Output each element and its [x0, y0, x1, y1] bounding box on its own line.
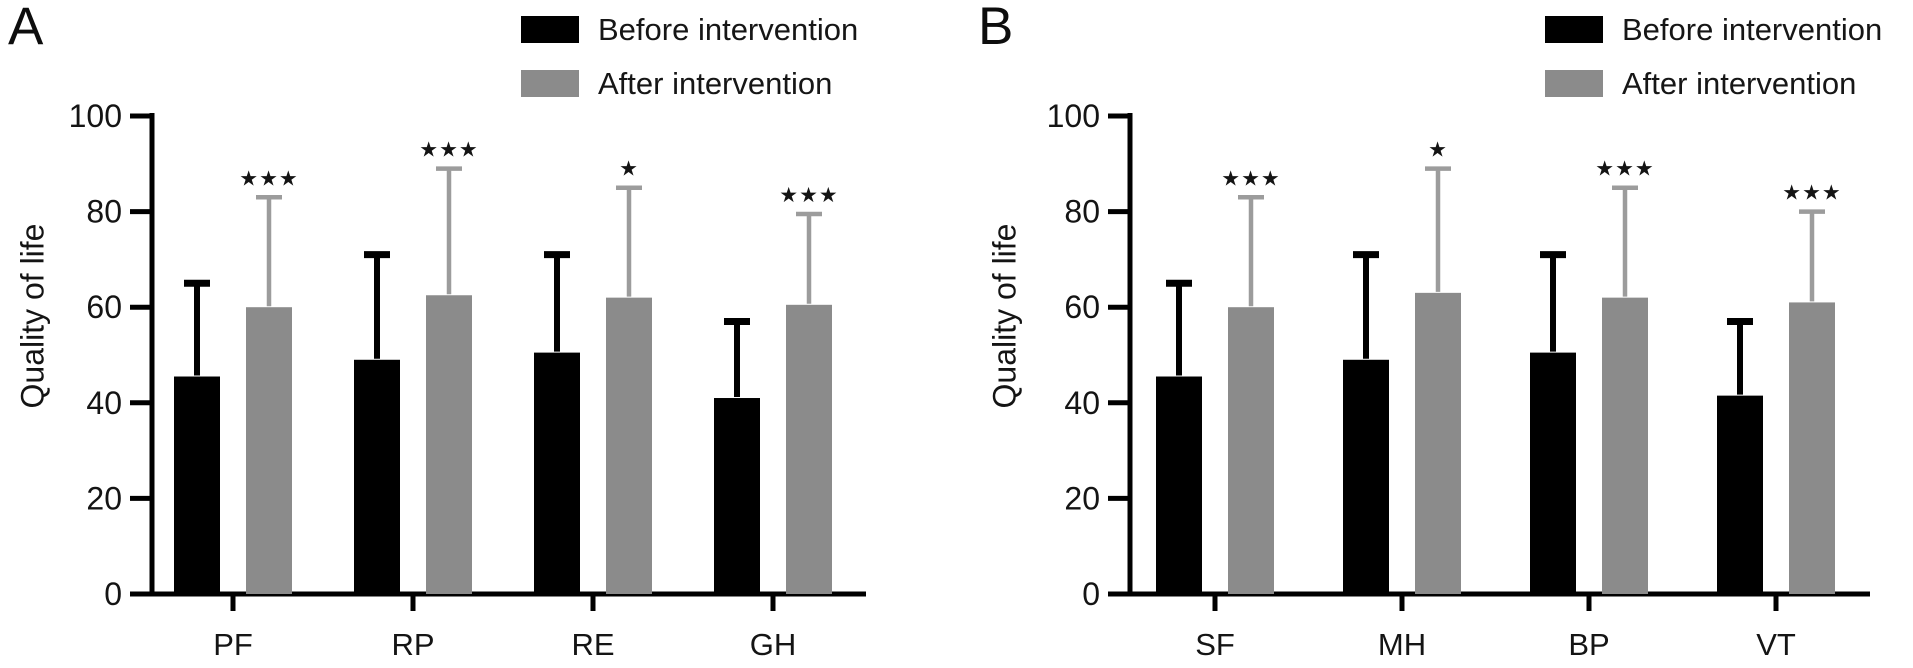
bar-after-PF [246, 307, 292, 594]
x-tick-label: PF [213, 627, 253, 662]
group-RP: RP ★★★ [354, 139, 478, 662]
y-tick-label: 60 [86, 289, 122, 325]
group-MH: MH ★ [1343, 139, 1461, 662]
significance-stars-VT: ★★★ [1782, 182, 1841, 205]
y-tick-label: 0 [104, 576, 122, 612]
x-tick-label: VT [1756, 627, 1796, 662]
panel-b-chart: 0 20 40 60 80 100 SF ★★★ MH ★ BP ★★★ VT ★★★ [1047, 98, 1870, 662]
group-RE: RE ★ [534, 158, 652, 662]
bar-after-BP [1602, 297, 1648, 594]
bar-before-PF [174, 376, 220, 594]
x-tick-label: RP [391, 627, 434, 662]
significance-stars-GH: ★★★ [779, 184, 838, 207]
legend-swatch-after [1545, 70, 1603, 97]
significance-stars-SF: ★★★ [1221, 167, 1280, 190]
panel-b-legend: Before intervention After intervention [1545, 12, 1883, 101]
bar-after-VT [1789, 302, 1835, 594]
bar-before-BP [1530, 352, 1576, 594]
bar-after-GH [786, 304, 832, 594]
panel-a-letter: A [8, 0, 45, 56]
group-SF: SF ★★★ [1156, 167, 1280, 662]
legend-label-after: After intervention [1622, 66, 1857, 101]
group-BP: BP ★★★ [1530, 158, 1654, 662]
panel-b: B Before intervention After intervention… [965, 0, 1913, 668]
y-tick-label: 40 [86, 385, 122, 421]
bar-before-GH [714, 398, 760, 594]
x-tick-label: GH [750, 627, 797, 662]
y-tick-label: 100 [69, 98, 122, 134]
significance-stars-BP: ★★★ [1595, 158, 1654, 181]
y-tick-label: 40 [1064, 385, 1100, 421]
legend-swatch-after [521, 70, 579, 97]
group-VT: VT ★★★ [1717, 182, 1841, 662]
legend-label-before: Before intervention [1622, 12, 1883, 47]
y-tick-label: 20 [86, 480, 122, 516]
bar-after-RP [426, 295, 472, 594]
x-tick-label: SF [1195, 627, 1235, 662]
legend-swatch-before [1545, 16, 1603, 43]
significance-stars-RE: ★ [619, 158, 639, 181]
y-tick-label: 0 [1082, 576, 1100, 612]
panel-a-legend: Before intervention After intervention [521, 12, 859, 101]
bar-after-SF [1228, 307, 1274, 594]
bar-after-RE [606, 297, 652, 594]
bar-before-VT [1717, 395, 1763, 594]
x-tick-label: MH [1378, 627, 1426, 662]
group-GH: GH ★★★ [714, 184, 838, 662]
y-tick-label: 80 [86, 194, 122, 230]
y-tick-label: 60 [1064, 289, 1100, 325]
bar-before-RP [354, 359, 400, 594]
panel-a-chart: 0 20 40 60 80 100 PF ★★★ RP ★★★ RE ★ GH ★★★ [69, 98, 866, 662]
legend-row-after: After intervention [521, 66, 858, 101]
significance-stars-RP: ★★★ [419, 139, 478, 162]
y-tick-label: 100 [1047, 98, 1100, 134]
significance-stars-MH: ★ [1428, 139, 1448, 162]
bar-after-MH [1415, 292, 1461, 594]
legend-row-after: After intervention [1545, 66, 1882, 101]
legend-row-before: Before intervention [1545, 12, 1883, 47]
legend-label-before: Before intervention [598, 12, 859, 47]
bar-before-RE [534, 352, 580, 594]
bar-before-SF [1156, 376, 1202, 594]
significance-stars-PF: ★★★ [239, 167, 298, 190]
y-tick-label: 80 [1064, 194, 1100, 230]
group-PF: PF ★★★ [174, 167, 298, 662]
legend-row-before: Before intervention [521, 12, 859, 47]
legend-swatch-before [521, 16, 579, 43]
bar-before-MH [1343, 359, 1389, 594]
panel-a: A Before intervention After intervention… [8, 0, 866, 662]
y-tick-label: 20 [1064, 480, 1100, 516]
panel-b-letter: B [978, 0, 1015, 56]
x-tick-label: RE [571, 627, 614, 662]
legend-label-after: After intervention [598, 66, 833, 101]
x-tick-label: BP [1568, 627, 1609, 662]
